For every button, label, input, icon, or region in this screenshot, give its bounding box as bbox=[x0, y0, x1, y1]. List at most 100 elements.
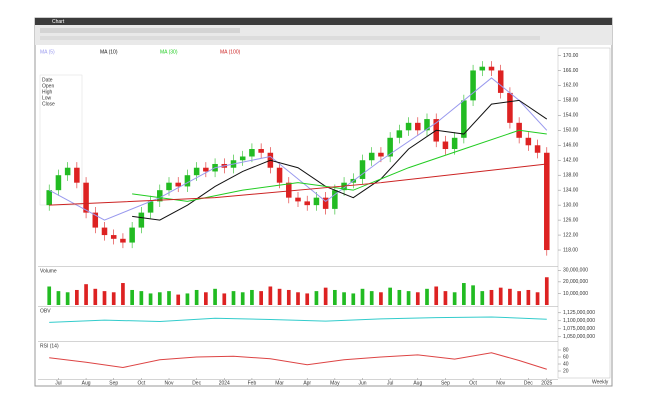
x-tick-label: Oct bbox=[469, 380, 477, 386]
volume-bar bbox=[268, 286, 273, 305]
legend-entry: MA (30) bbox=[160, 49, 178, 55]
x-tick-label: Nov bbox=[165, 380, 174, 386]
toolbar-row[interactable] bbox=[40, 28, 240, 33]
volume-bar bbox=[526, 289, 531, 305]
candle-body bbox=[295, 197, 301, 202]
volume-bar bbox=[222, 293, 227, 305]
volume-bar bbox=[443, 291, 448, 305]
x-tick-label: Apr bbox=[303, 380, 311, 386]
volume-bar bbox=[471, 285, 475, 305]
y-tick-label: 10,000,000 bbox=[563, 291, 588, 297]
volume-bar bbox=[157, 292, 162, 305]
y-tick-label: 1,125,000,000 bbox=[563, 310, 595, 316]
candle-body bbox=[304, 201, 310, 206]
x-tick-label: Jul bbox=[387, 380, 393, 386]
volume-bar bbox=[102, 291, 107, 305]
volume-bar bbox=[360, 288, 365, 305]
y-tick-label: 40 bbox=[563, 361, 569, 367]
x-tick-label: Sep bbox=[441, 380, 450, 386]
candle-body bbox=[313, 197, 320, 206]
y-tick-label: 146.00 bbox=[563, 143, 579, 149]
volume-bar bbox=[406, 291, 411, 305]
volume-bar bbox=[342, 292, 346, 305]
volume-bar bbox=[231, 291, 236, 305]
volume-bar bbox=[333, 289, 337, 305]
candle-body bbox=[534, 145, 541, 153]
candle-body bbox=[184, 175, 191, 187]
candle-body bbox=[46, 190, 52, 206]
candle-body bbox=[120, 238, 126, 243]
y-tick-label: 20,000,000 bbox=[563, 279, 588, 285]
volume-bar bbox=[84, 284, 88, 305]
volume-bar bbox=[111, 292, 116, 305]
volume-bar bbox=[296, 292, 300, 305]
y-tick-label: 1,100,000,000 bbox=[563, 318, 595, 324]
candle-body bbox=[507, 92, 513, 123]
candle-body bbox=[110, 235, 117, 239]
y-tick-label: 126.00 bbox=[563, 217, 579, 223]
info-label: Date bbox=[42, 77, 53, 83]
volume-bar bbox=[369, 291, 374, 305]
volume-bar bbox=[194, 289, 199, 305]
candle-body bbox=[378, 152, 384, 157]
candle-body bbox=[479, 66, 486, 71]
indicator-line bbox=[48, 77, 548, 221]
candle-body bbox=[92, 212, 99, 228]
volume-bar bbox=[462, 283, 466, 305]
y-tick-label: 1,075,000,000 bbox=[563, 326, 595, 332]
candle-body bbox=[64, 167, 71, 176]
volume-bar bbox=[56, 291, 61, 305]
y-tick-label: 170.00 bbox=[563, 53, 579, 59]
volume-bar bbox=[65, 292, 70, 305]
y-tick-label: 130.00 bbox=[563, 202, 579, 208]
toolbar-row[interactable] bbox=[40, 36, 540, 40]
volume-bar bbox=[452, 292, 457, 305]
volume-bar bbox=[75, 289, 79, 305]
volume-bar bbox=[148, 293, 153, 305]
info-label: Open bbox=[42, 83, 54, 89]
candle-body bbox=[442, 141, 449, 150]
candle-body bbox=[147, 201, 154, 213]
candle-body bbox=[470, 70, 476, 101]
volume-bar bbox=[204, 292, 208, 305]
y-tick-label: 1,050,000,000 bbox=[563, 334, 595, 340]
info-label: Close bbox=[42, 101, 55, 107]
candle-body bbox=[387, 137, 393, 157]
candle-body bbox=[415, 122, 421, 131]
candle-body bbox=[488, 66, 495, 71]
title-bar bbox=[35, 18, 612, 25]
x-tick-label: Jun bbox=[358, 380, 366, 386]
candle-body bbox=[451, 137, 458, 150]
legend-entry: MA (100) bbox=[220, 49, 241, 55]
x-tick-label: Sep bbox=[109, 380, 118, 386]
volume-bar bbox=[185, 293, 190, 305]
y-tick-label: 122.00 bbox=[563, 232, 579, 238]
volume-bar bbox=[286, 289, 291, 305]
panel-title: RSI (14) bbox=[40, 343, 59, 349]
volume-bar bbox=[259, 291, 263, 305]
x-tick-label: Aug bbox=[413, 380, 422, 386]
y-tick-label: 150.00 bbox=[563, 128, 579, 134]
volume-bar bbox=[535, 292, 540, 305]
volume-bar bbox=[277, 288, 282, 305]
volume-bar bbox=[47, 286, 52, 305]
candle-body bbox=[276, 167, 283, 183]
panel-title: Volume bbox=[40, 268, 57, 274]
x-tick-label: Nov bbox=[496, 380, 505, 386]
info-label: Low bbox=[42, 95, 52, 101]
candle-body bbox=[286, 182, 292, 198]
volume-bar bbox=[305, 293, 310, 305]
y-tick-label: 166.00 bbox=[563, 68, 579, 74]
info-label: High bbox=[42, 89, 53, 95]
indicator-line bbox=[49, 352, 547, 370]
x-tick-label: Dec bbox=[524, 380, 533, 386]
price-axis bbox=[557, 47, 611, 379]
candle-body bbox=[101, 227, 108, 236]
x-tick-label: Aug bbox=[82, 380, 91, 386]
candle-body bbox=[83, 182, 89, 213]
volume-bar bbox=[240, 292, 245, 305]
y-tick-label: 154.00 bbox=[563, 113, 579, 119]
interval-label: Weekly bbox=[592, 379, 609, 385]
